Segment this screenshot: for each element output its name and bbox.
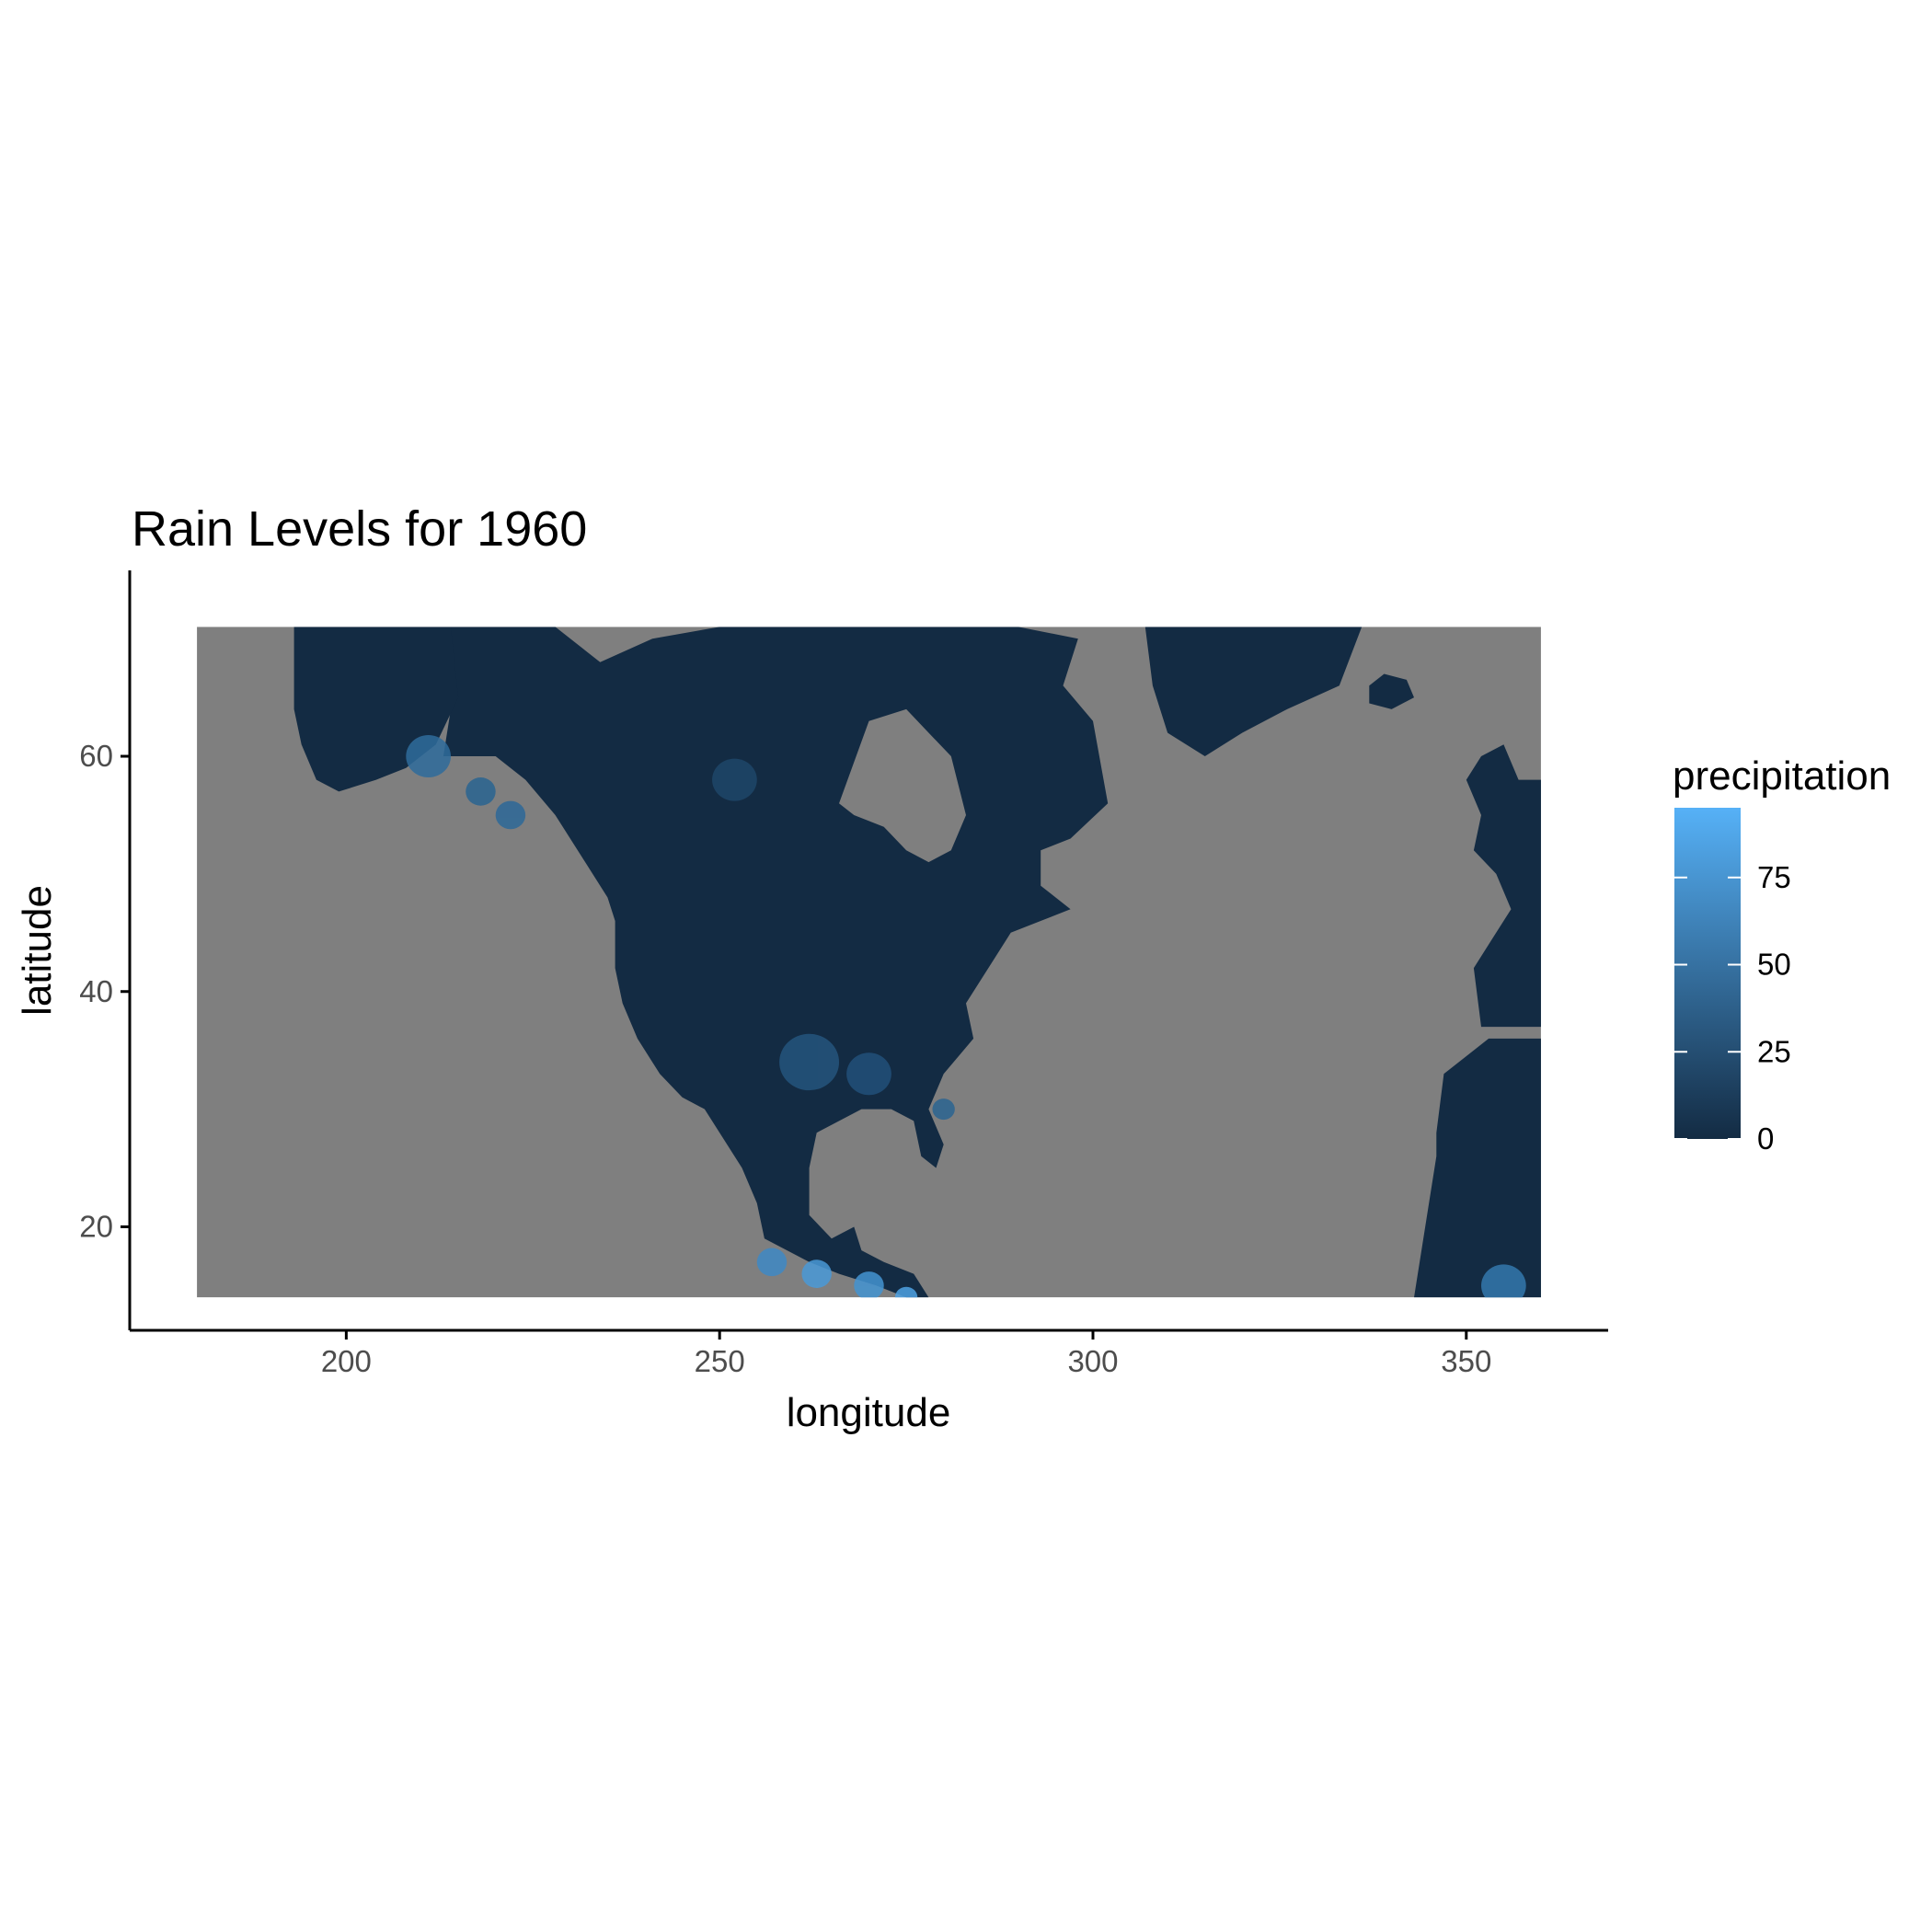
wet-cell (495, 800, 526, 830)
legend: precipitation 0 25 50 75 (1673, 753, 1891, 1156)
legend-break-label: 25 (1757, 1034, 1791, 1068)
wet-cell (932, 1098, 955, 1121)
y-axis-title: latitude (15, 885, 60, 1016)
x-axis-title: longitude (787, 1390, 951, 1435)
y-tick-label: 60 (79, 739, 113, 773)
wet-cell (712, 758, 757, 801)
wet-cell (854, 1271, 884, 1298)
wet-cell (801, 1259, 832, 1288)
x-tick-label: 300 (1067, 1344, 1118, 1378)
wet-cell (779, 1033, 840, 1091)
y-axis-ticks: 20 40 60 (79, 739, 130, 1243)
wet-cell (894, 1286, 918, 1298)
legend-break-label: 75 (1757, 860, 1791, 894)
y-tick-label: 40 (79, 974, 113, 1008)
hudson-bay-water (839, 708, 966, 863)
land-europe (1466, 744, 1541, 1028)
legend-break-label: 50 (1757, 948, 1791, 982)
x-tick-label: 250 (695, 1344, 745, 1378)
x-tick-label: 350 (1441, 1344, 1491, 1378)
land-iceland (1369, 673, 1414, 709)
legend-break-label: 0 (1757, 1121, 1774, 1156)
wet-cell (406, 735, 451, 778)
wet-cells (406, 735, 1526, 1298)
x-axis-ticks: 200 250 300 350 (321, 1330, 1491, 1378)
wet-cell (466, 777, 496, 806)
land-greenland (1144, 627, 1363, 756)
legend-ticks: 0 25 50 75 (1674, 860, 1791, 1156)
land-africa (1414, 1038, 1541, 1298)
precipitation-raster (197, 627, 1541, 1298)
legend-colorbar (1674, 808, 1741, 1139)
chart-title: Rain Levels for 1960 (132, 501, 587, 557)
wet-cell (846, 1052, 891, 1096)
x-tick-label: 200 (321, 1344, 372, 1378)
wet-cell (756, 1248, 788, 1277)
y-tick-label: 20 (79, 1209, 113, 1243)
legend-title: precipitation (1673, 753, 1891, 799)
wet-cell (1481, 1264, 1526, 1298)
